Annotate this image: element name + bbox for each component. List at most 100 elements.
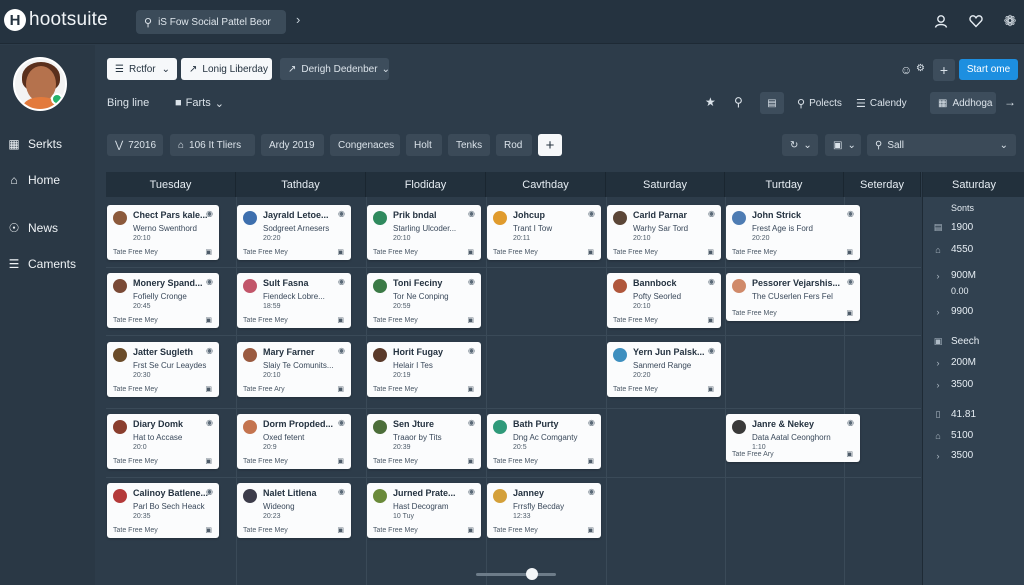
design-dropdown[interactable]: ↗ Derigh Dedenber ⌄ bbox=[280, 58, 390, 80]
post-card[interactable]: Nalet Litlena ◉ Wideong 20:23 Tate Free Mey ▣ bbox=[237, 483, 351, 538]
search-icon[interactable]: ⚲ bbox=[734, 95, 743, 109]
post-card[interactable]: Jurned Prate... ◉ Hast Decogram 10 Tuy Tate … bbox=[367, 483, 481, 538]
schedule-icon[interactable]: ▣ bbox=[467, 386, 474, 393]
schedule-icon[interactable]: ▣ bbox=[205, 386, 212, 393]
sidebar-item-home[interactable]: ⌂ Home bbox=[6, 171, 60, 189]
parts-dropdown[interactable]: ■ Farts ⌄ bbox=[175, 97, 224, 110]
schedule-icon[interactable]: ▣ bbox=[587, 249, 594, 256]
post-card[interactable]: Chect Pars kale... ◉ Werno Swenthord 20:10 T… bbox=[107, 205, 219, 260]
schedule-icon[interactable]: ▣ bbox=[337, 458, 344, 465]
pin-icon[interactable]: ◉ bbox=[708, 277, 715, 286]
sync-dropdown[interactable]: ↻ ⌄ bbox=[782, 134, 818, 156]
post-card[interactable]: Pessorer Vejarshis... ◉ The CUserlen Fers … bbox=[726, 273, 860, 321]
chip-ardy[interactable]: Ardy 2019 bbox=[261, 134, 324, 156]
chip-holt[interactable]: Holt bbox=[406, 134, 442, 156]
chip-year[interactable]: ⋁ 72016 bbox=[107, 134, 163, 156]
post-card[interactable]: Johcup ◉ Trant I Tow 20:11 Tate Free Mey ▣ bbox=[487, 205, 601, 260]
post-card[interactable]: Horit Fugay ◉ Helair I Tes 20:19 Tate Free M… bbox=[367, 342, 481, 397]
schedule-icon[interactable]: ▣ bbox=[707, 386, 714, 393]
search-input[interactable]: ⚲ Sall ⌄ bbox=[867, 134, 1016, 156]
star-icon[interactable]: ★ bbox=[705, 95, 716, 109]
horizontal-scrollbar[interactable] bbox=[476, 573, 556, 576]
pin-icon[interactable]: ◉ bbox=[708, 346, 715, 355]
schedule-icon[interactable]: ▣ bbox=[467, 458, 474, 465]
post-card[interactable]: Sult Fasna ◉ Fiendeck Lobre... 18:59 Tate Fr… bbox=[237, 273, 351, 328]
sidebar-item-caments[interactable]: ☰ Caments bbox=[6, 255, 76, 273]
post-card[interactable]: Jayrald Letoe... ◉ Sodgreet Arnesers 20:20 T… bbox=[237, 205, 351, 260]
schedule-icon[interactable]: ▣ bbox=[337, 386, 344, 393]
post-card[interactable]: Janney ◉ Frrsfly Becday 12:33 Tate Free Mey ▣ bbox=[487, 483, 601, 538]
pin-icon[interactable]: ◉ bbox=[588, 418, 595, 427]
pin-icon[interactable]: ◉ bbox=[338, 346, 345, 355]
schedule-icon[interactable]: ▣ bbox=[707, 317, 714, 324]
pin-icon[interactable]: ◉ bbox=[468, 346, 475, 355]
long-liberday-button[interactable]: ↗ Lonig Liberday bbox=[181, 58, 272, 80]
start-button[interactable]: Start ome bbox=[959, 59, 1018, 80]
sidebar-item-news[interactable]: ☉ News bbox=[6, 219, 58, 237]
schedule-icon[interactable]: ▣ bbox=[337, 249, 344, 256]
search-box[interactable]: ⚲ iS Fow Social Pattel Beor bbox=[136, 10, 286, 34]
polects-button[interactable]: ⚲ Polects bbox=[797, 97, 842, 110]
calendy-button[interactable]: ☰ Calendy bbox=[856, 97, 907, 110]
schedule-icon[interactable]: ▣ bbox=[587, 458, 594, 465]
schedule-icon[interactable]: ▣ bbox=[846, 249, 853, 256]
add-icon[interactable]: + bbox=[933, 59, 955, 81]
pin-icon[interactable]: ◉ bbox=[206, 418, 213, 427]
pin-icon[interactable]: ◉ bbox=[708, 209, 715, 218]
print-icon[interactable]: ▤ bbox=[760, 92, 784, 114]
schedule-icon[interactable]: ▣ bbox=[205, 249, 212, 256]
schedule-icon[interactable]: ▣ bbox=[205, 317, 212, 324]
pin-icon[interactable]: ◉ bbox=[206, 346, 213, 355]
pin-icon[interactable]: ◉ bbox=[338, 487, 345, 496]
chip-tliers[interactable]: ⌂ 106 It Tliers bbox=[170, 134, 255, 156]
scrollbar-thumb[interactable] bbox=[526, 568, 538, 580]
chevron-right-icon[interactable]: › bbox=[296, 12, 301, 27]
post-card[interactable]: Diary Domk ◉ Hat to Accase 20:0 Tate Free Me… bbox=[107, 414, 219, 469]
schedule-icon[interactable]: ▣ bbox=[337, 527, 344, 534]
arrow-right-icon[interactable]: → bbox=[1004, 95, 1016, 109]
schedule-icon[interactable]: ▣ bbox=[337, 317, 344, 324]
user-icon[interactable] bbox=[931, 11, 951, 31]
filter-dropdown[interactable]: ☰ Rctfor ⌄ bbox=[107, 58, 177, 80]
schedule-icon[interactable]: ▣ bbox=[205, 458, 212, 465]
pin-icon[interactable]: ◉ bbox=[847, 277, 854, 286]
post-card[interactable]: Dorm Propded... ◉ Oxed fetent 20:9 Tate Free… bbox=[237, 414, 351, 469]
pin-icon[interactable]: ◉ bbox=[468, 418, 475, 427]
post-card[interactable]: Carld Parnar ◉ Warhy Sar Tord 20:10 Tate Fre… bbox=[607, 205, 721, 260]
view-mode-dropdown[interactable]: ▣ ⌄ bbox=[825, 134, 861, 156]
post-card[interactable]: Bath Purty ◉ Dng Ac Comganty 20:5 Tate Free … bbox=[487, 414, 601, 469]
pin-icon[interactable]: ◉ bbox=[206, 277, 213, 286]
chip-congenaces[interactable]: Congenaces bbox=[330, 134, 400, 156]
pin-icon[interactable]: ◉ bbox=[338, 418, 345, 427]
schedule-icon[interactable]: ▣ bbox=[707, 249, 714, 256]
pin-icon[interactable]: ◉ bbox=[468, 277, 475, 286]
chip-tenks[interactable]: Tenks bbox=[448, 134, 490, 156]
view-dropdown[interactable]: Bing line bbox=[107, 97, 150, 109]
pin-icon[interactable]: ◉ bbox=[338, 209, 345, 218]
settings-icon[interactable]: ⚙ bbox=[916, 63, 925, 74]
post-card[interactable]: Mary Farner ◉ Slaiy Te Comunits... 20:10 Tat… bbox=[237, 342, 351, 397]
pin-icon[interactable]: ◉ bbox=[468, 487, 475, 496]
add-chip-icon[interactable]: + bbox=[538, 134, 562, 156]
addhoga-button[interactable]: ▦ Addhoga bbox=[930, 92, 996, 114]
post-card[interactable]: John Strick ◉ Frest Age is Ford 20:20 Tate F… bbox=[726, 205, 860, 260]
chip-rod[interactable]: Rod bbox=[496, 134, 532, 156]
schedule-icon[interactable]: ▣ bbox=[205, 527, 212, 534]
schedule-icon[interactable]: ▣ bbox=[467, 527, 474, 534]
post-card[interactable]: Yern Jun Palsk... ◉ Sanmerd Range 20:20 Tate… bbox=[607, 342, 721, 397]
post-card[interactable]: Sen Jture ◉ Traaor by Tits 20:39 Tate Free M… bbox=[367, 414, 481, 469]
schedule-icon[interactable]: ▣ bbox=[467, 317, 474, 324]
pin-icon[interactable]: ◉ bbox=[847, 418, 854, 427]
post-card[interactable]: Monery Spand... ◉ Fofielly Cronge 20:45 Tate… bbox=[107, 273, 219, 328]
schedule-icon[interactable]: ▣ bbox=[846, 451, 853, 458]
post-card[interactable]: Janre & Nekey ◉ Data Aatal Ceonghorn 1:10 Ta… bbox=[726, 414, 860, 462]
avatar[interactable] bbox=[13, 57, 67, 111]
schedule-icon[interactable]: ▣ bbox=[467, 249, 474, 256]
schedule-icon[interactable]: ▣ bbox=[587, 527, 594, 534]
pin-icon[interactable]: ◉ bbox=[206, 487, 213, 496]
sidebar-item-serkts[interactable]: ▦ Serkts bbox=[6, 135, 62, 153]
hootsuite-logo[interactable]: H hootsuite bbox=[4, 9, 108, 31]
heart-icon[interactable] bbox=[966, 11, 986, 31]
post-card[interactable]: Prik bndal ◉ Starling Ulcoder... 20:10 Tate … bbox=[367, 205, 481, 260]
gear-icon[interactable]: ❁ bbox=[1003, 13, 1017, 30]
